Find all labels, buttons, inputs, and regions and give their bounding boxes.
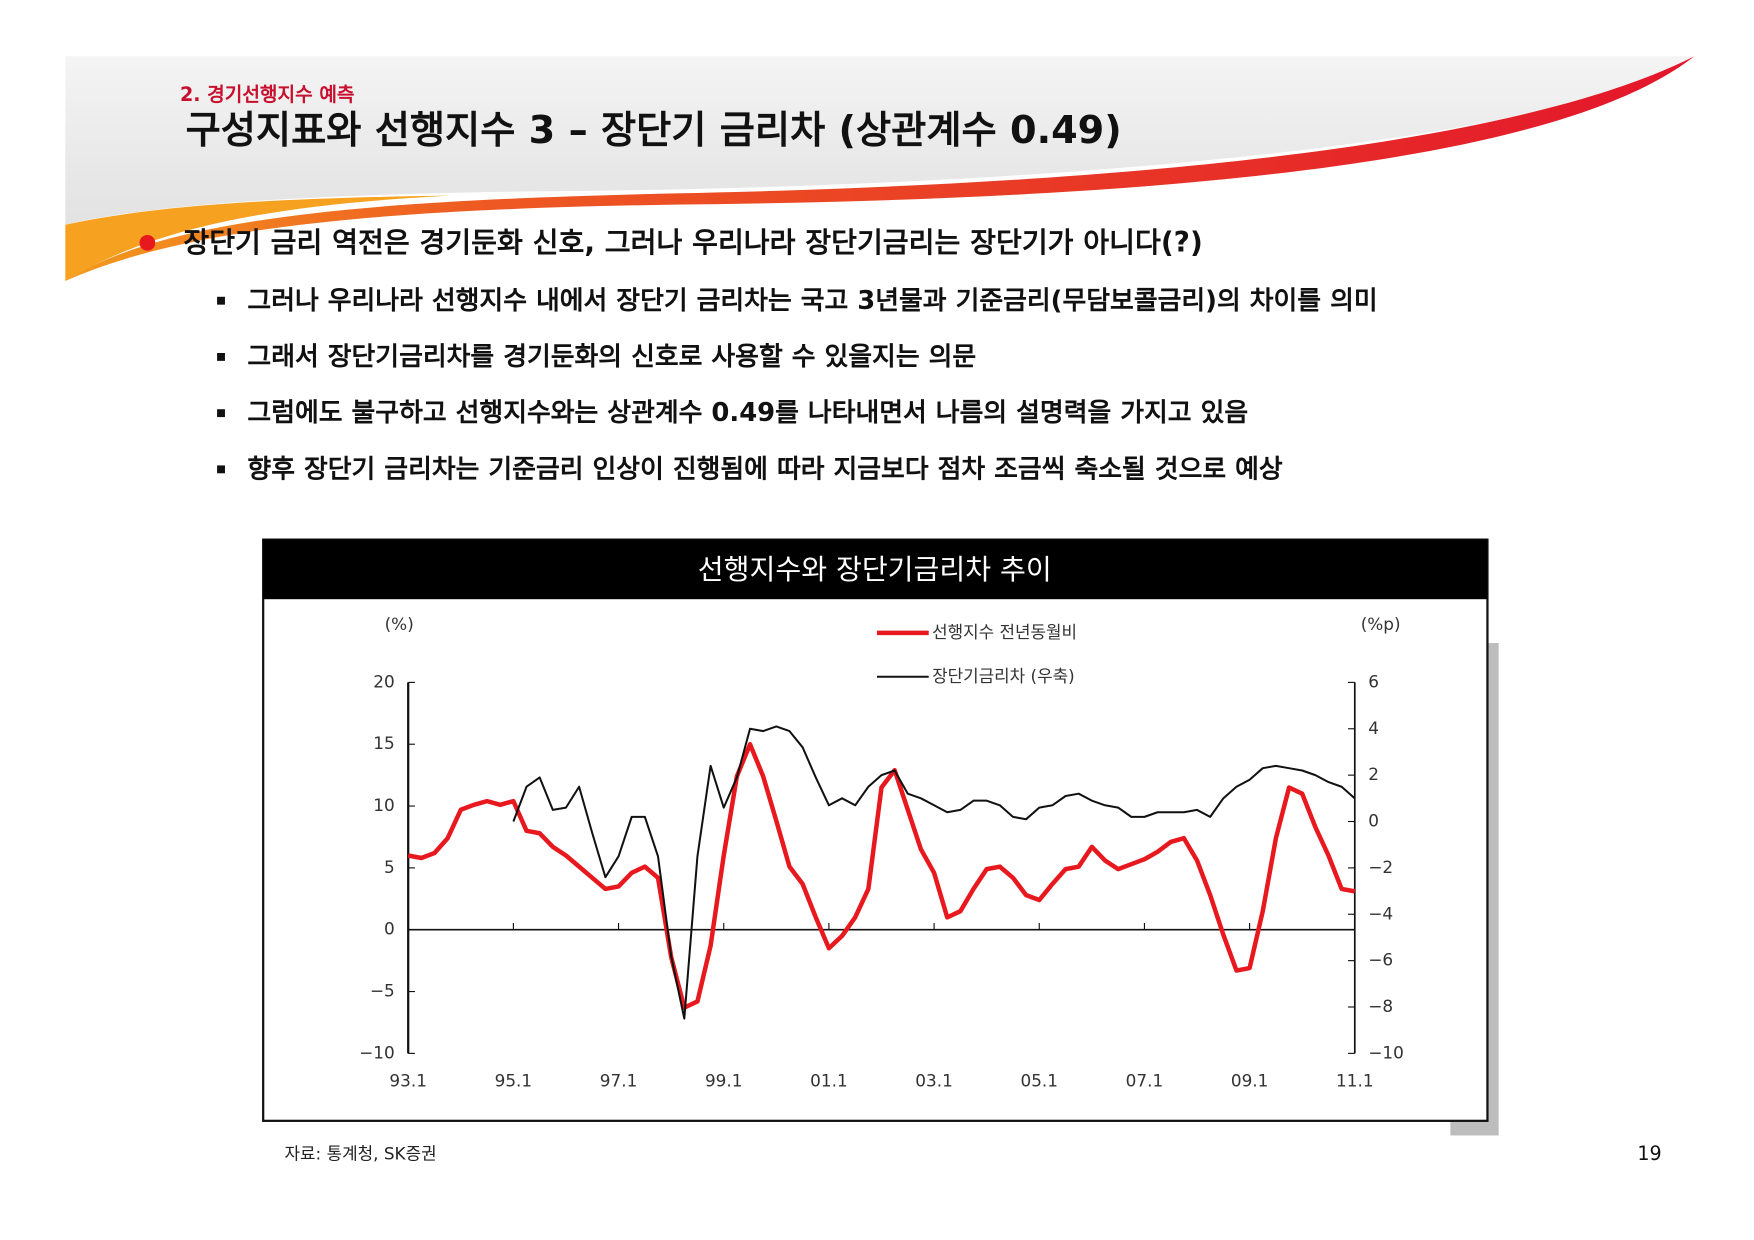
y2-tick-label: 6	[1368, 671, 1379, 691]
x-tick-label: 99.1	[705, 1070, 743, 1090]
legend-label: 선행지수 전년동월비	[932, 622, 1077, 642]
y-tick-label: 5	[384, 857, 395, 877]
chart-title-bar	[263, 539, 1488, 600]
y2-axis-unit: (%p)	[1361, 614, 1401, 634]
y2-tick-label: −4	[1368, 903, 1393, 923]
x-tick-label: 93.1	[389, 1070, 427, 1090]
x-tick-label: 11.1	[1336, 1070, 1374, 1090]
y-tick-label: 0	[384, 919, 395, 939]
main-bullet: 장단기 금리 역전은 경기둔화 신호, 그러나 우리나라 장단기금리는 장단기가…	[183, 226, 1202, 259]
sub-bullet-square	[217, 353, 225, 361]
sub-bullet: 향후 장단기 금리차는 기준금리 인상이 진행됨에 따라 지금보다 점차 조금씩…	[247, 454, 1282, 484]
header-band	[65, 56, 1695, 282]
y2-tick-label: 2	[1368, 764, 1379, 784]
y-tick-label: 10	[373, 795, 394, 815]
y-tick-label: −10	[359, 1042, 395, 1062]
sub-bullet: 그럼에도 불구하고 선행지수와는 상관계수 0.49를 나타내면서 나름의 설명…	[247, 398, 1248, 428]
y2-tick-label: −2	[1368, 857, 1393, 877]
sub-bullets: 그러나 우리나라 선행지수 내에서 장단기 금리차는 국고 3년물과 기준금리(…	[217, 286, 1378, 484]
y2-tick-label: 4	[1368, 718, 1379, 738]
x-tick-label: 05.1	[1020, 1070, 1058, 1090]
series-line	[512, 725, 1356, 1020]
y-axis-unit: (%)	[385, 614, 414, 634]
y-tick-label: 15	[373, 733, 394, 753]
y-tick-label: −5	[370, 981, 395, 1001]
sub-bullet: 그러나 우리나라 선행지수 내에서 장단기 금리차는 국고 3년물과 기준금리(…	[247, 286, 1377, 316]
slide-title: 구성지표와 선행지수 3 – 장단기 금리차 (상관계수 0.49)	[186, 109, 1122, 153]
sub-bullet: 그래서 장단기금리차를 경기둔화의 신호로 사용할 수 있을지는 의문	[247, 342, 976, 372]
bullet-dot	[139, 234, 156, 251]
chart-title: 선행지수와 장단기금리차 추이	[698, 553, 1052, 586]
source-note: 자료: 통계청, SK증권	[285, 1144, 437, 1164]
sub-bullet-square	[217, 409, 225, 418]
y-tick-label: 20	[373, 671, 394, 691]
x-tick-label: 07.1	[1126, 1070, 1164, 1090]
x-tick-label: 09.1	[1231, 1070, 1269, 1090]
page-number: 19	[1637, 1142, 1661, 1165]
x-tick-label: 03.1	[915, 1070, 953, 1090]
legend-label: 장단기금리차 (우축)	[932, 666, 1075, 686]
sub-bullet-square	[217, 296, 225, 305]
y2-tick-label: −10	[1368, 1042, 1404, 1062]
y2-tick-label: −8	[1368, 996, 1393, 1016]
x-tick-label: 95.1	[495, 1070, 533, 1090]
x-tick-label: 01.1	[810, 1070, 848, 1090]
y2-tick-label: −6	[1368, 950, 1393, 970]
y2-tick-label: 0	[1368, 811, 1379, 831]
series-line	[407, 741, 1356, 1010]
section-label: 2. 경기선행지수 예측	[180, 83, 355, 106]
sub-bullet-square	[217, 465, 225, 474]
x-tick-label: 97.1	[600, 1070, 638, 1090]
